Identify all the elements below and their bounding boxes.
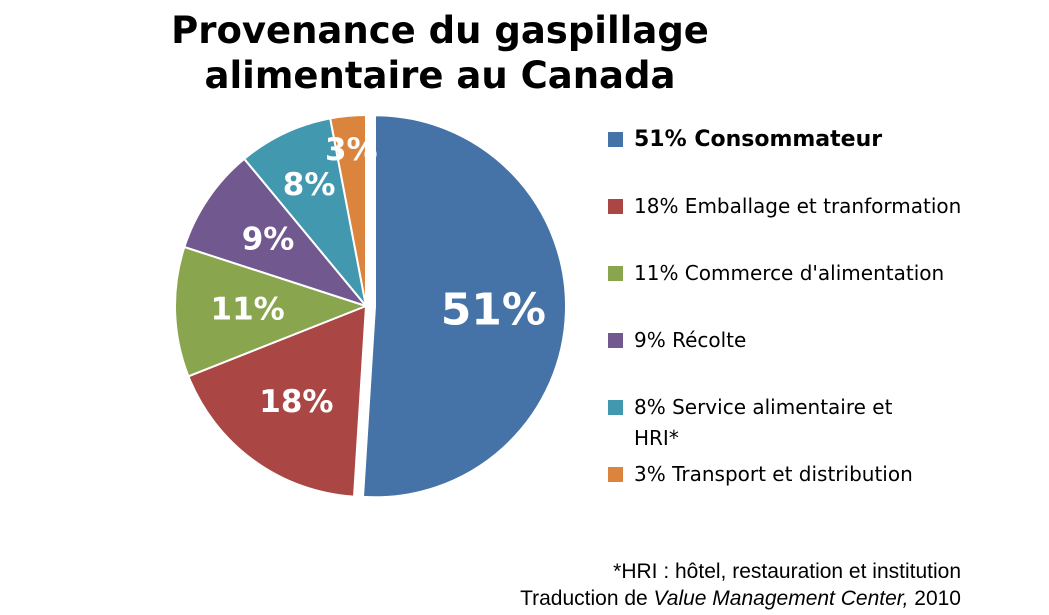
pie-label-recolte: 9% [242, 221, 295, 257]
pie-label-emballage: 18% [259, 384, 333, 420]
legend-label-recolte: 9% Récolte [634, 328, 747, 352]
footnote-source-name: Value Management Center, [653, 587, 909, 610]
chart-title: Provenance du gaspillage alimentaire au … [171, 9, 709, 97]
pie-label-transport: 3% [325, 132, 378, 168]
legend-swatch-commerce [608, 266, 623, 281]
pie-slice-transport [329, 113, 367, 307]
legend-label-service: 8% Service alimentaire et HRI* [634, 395, 893, 450]
pie-slice-commerce [174, 245, 369, 378]
pie-slice-service [242, 117, 367, 307]
pie-slice-emballage [187, 304, 368, 498]
pie-label-service: 8% [283, 167, 336, 203]
footnote-source-prefix: Traduction de [520, 587, 654, 610]
footnote-hri: *HRI : hôtel, restauration et institutio… [613, 560, 961, 583]
legend-swatch-recolte [608, 333, 623, 348]
pie-label-commerce: 11% [211, 292, 285, 328]
legend-label-emballage: 18% Emballage et tranformation [634, 194, 962, 218]
legend-swatch-consommateur [608, 132, 623, 147]
legend-label-commerce: 11% Commerce d'alimentation [634, 261, 945, 285]
pie-slice-consommateur [361, 114, 567, 499]
pie-label-consommateur: 51% [441, 285, 546, 336]
legend-label-transport: 3% Transport et distribution [634, 462, 913, 486]
legend-swatch-transport [608, 467, 623, 482]
footnote-source-year: 2010 [908, 587, 961, 610]
footnote-source: Traduction de Value Management Center, 2… [520, 585, 961, 612]
pie-slice-recolte [183, 157, 369, 309]
footnote: *HRI : hôtel, restauration et institutio… [520, 558, 961, 612]
legend-swatch-emballage [608, 199, 623, 214]
legend-label-consommateur: 51% Consommateur [634, 127, 883, 152]
legend-swatch-service [608, 400, 623, 415]
